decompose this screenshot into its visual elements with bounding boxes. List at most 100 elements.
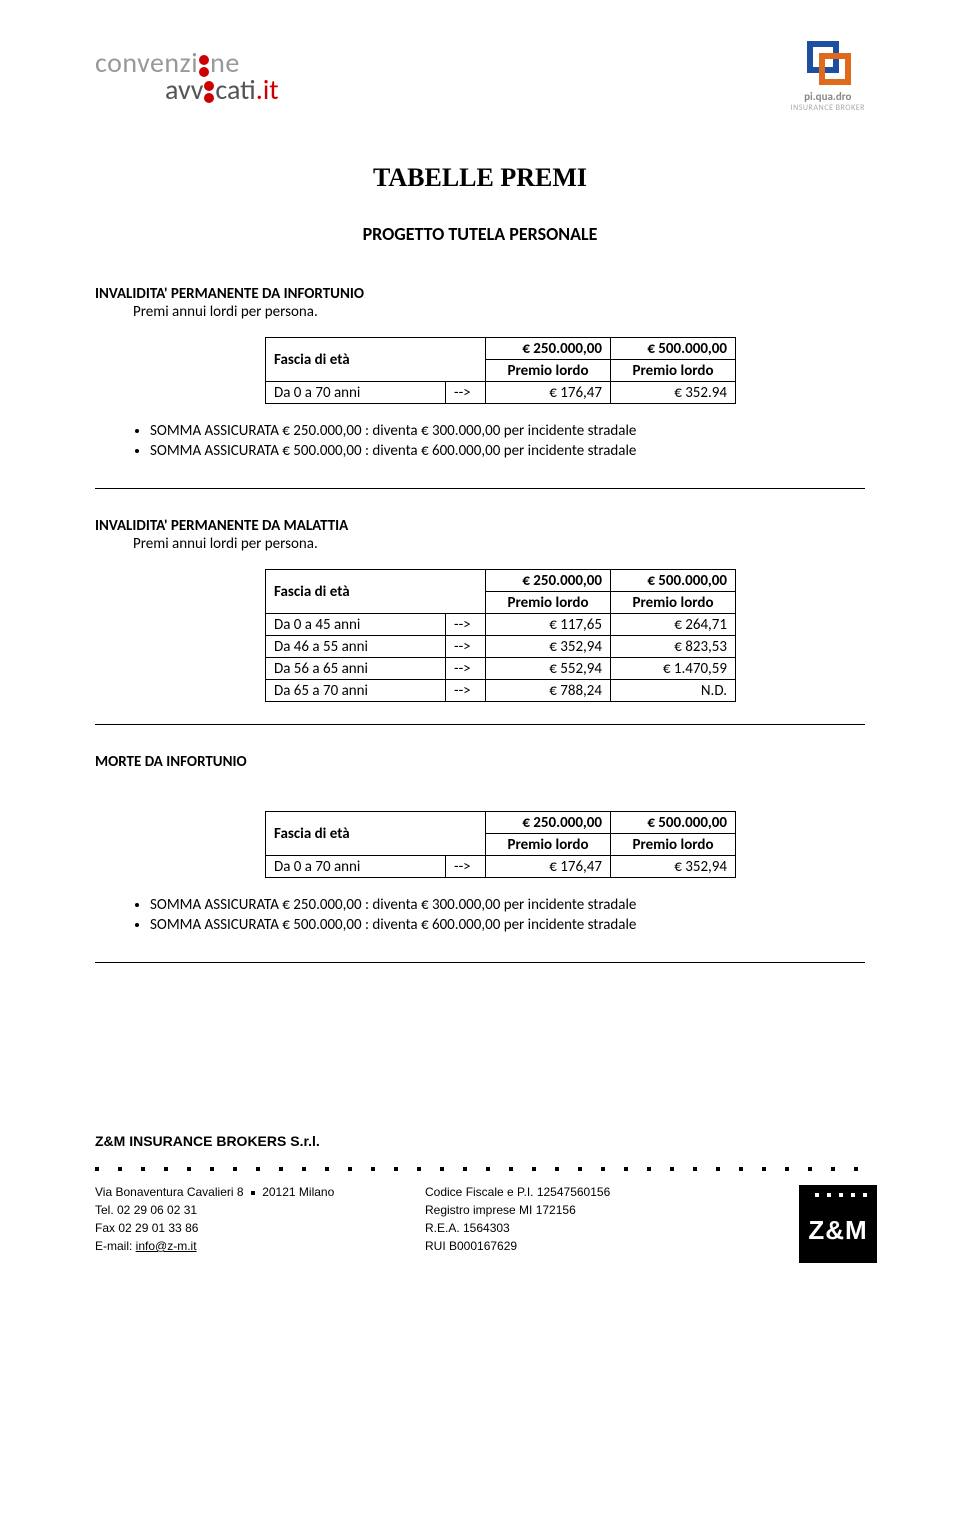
section-title: INVALIDITA' PERMANENTE DA INFORTUNIO [95, 285, 865, 303]
row-value: € 117,65 [486, 614, 611, 636]
bullet-item: SOMMA ASSICURATA € 500.000,00 : diventa … [150, 442, 865, 460]
table-header-premio: Premio lordo [611, 360, 736, 382]
row-value: € 352,94 [611, 856, 736, 878]
square-bullet-icon [601, 1167, 605, 1171]
square-bullet-icon [831, 1167, 835, 1171]
table-row: Da 65 a 70 anni-->€ 788,24N.D. [266, 680, 736, 702]
square-bullet-icon [417, 1167, 421, 1171]
footer-company: Z&M INSURANCE BROKERS S.r.l. [95, 1133, 865, 1149]
square-bullet-icon [141, 1167, 145, 1171]
square-bullet-icon [118, 1167, 122, 1171]
square-bullet-icon [440, 1167, 444, 1171]
table-header-amount: € 250.000,00 [486, 812, 611, 834]
zm-logo-box: Z&M [799, 1185, 877, 1263]
square-bullet-icon [693, 1167, 697, 1171]
table-header-fascia: Fascia di età [266, 338, 486, 382]
section-subtitle: Premi annui lordi per persona. [133, 535, 865, 553]
table-row: Da 0 a 70 anni-->€ 176,47€ 352,94 [266, 856, 736, 878]
logo-text: avv [165, 72, 203, 107]
row-value: € 176,47 [486, 382, 611, 404]
row-label: Da 56 a 65 anni [266, 658, 446, 680]
table-row: Da 46 a 55 anni-->€ 352,94€ 823,53 [266, 636, 736, 658]
piquadro-icon [800, 40, 856, 88]
square-bullet-icon [762, 1167, 766, 1171]
square-bullet-icon [325, 1167, 329, 1171]
row-value: N.D. [611, 680, 736, 702]
table-row: Da 0 a 45 anni-->€ 117,65€ 264,71 [266, 614, 736, 636]
logo-brand-text: pi.qua.dro [791, 90, 865, 103]
row-value: € 176,47 [486, 856, 611, 878]
table-header-premio: Premio lordo [486, 592, 611, 614]
section-title: INVALIDITA' PERMANENTE DA MALATTIA [95, 517, 865, 535]
square-bullet-icon [348, 1167, 352, 1171]
page-title: TABELLE PREMI [95, 163, 865, 193]
square-bullet-icon [785, 1167, 789, 1171]
premi-table: Fascia di età€ 250.000,00€ 500.000,00Pre… [265, 811, 736, 878]
footer-email-label: E-mail: [95, 1239, 136, 1253]
logo-ext: .it [256, 72, 279, 107]
row-arrow: --> [446, 856, 486, 878]
table-row: Da 56 a 65 anni-->€ 552,94€ 1.470,59 [266, 658, 736, 680]
table-header-fascia: Fascia di età [266, 570, 486, 614]
row-value: € 788,24 [486, 680, 611, 702]
square-bullet-icon [624, 1167, 628, 1171]
square-bullet-icon [486, 1167, 490, 1171]
row-label: Da 46 a 55 anni [266, 636, 446, 658]
square-bullet-icon [256, 1167, 260, 1171]
progetto-title: PROGETTO TUTELA PERSONALE [95, 223, 865, 245]
row-value: € 1.470,59 [611, 658, 736, 680]
separator [95, 724, 865, 725]
row-label: Da 0 a 70 anni [266, 382, 446, 404]
row-value: € 264,71 [611, 614, 736, 636]
square-bullet-icon [95, 1167, 99, 1171]
table-header-premio: Premio lordo [486, 360, 611, 382]
square-bullet-icon [463, 1167, 467, 1171]
section-subtitle: Premi annui lordi per persona. [133, 303, 865, 321]
logo-piquadro: pi.qua.dro INSURANCE BROKER [791, 40, 865, 113]
footer: Z&M INSURANCE BROKERS S.r.l. Via Bonaven… [95, 1133, 865, 1255]
row-value: € 552,94 [486, 658, 611, 680]
square-bullet-icon [233, 1167, 237, 1171]
bullet-item: SOMMA ASSICURATA € 250.000,00 : diventa … [150, 422, 865, 440]
footer-col1: Via Bonaventura Cavalieri 8 20121 Milano… [95, 1183, 425, 1255]
table-header-premio: Premio lordo [611, 834, 736, 856]
footer-email-link[interactable]: info@z-m.it [136, 1239, 197, 1253]
row-value: € 352.94 [611, 382, 736, 404]
row-label: Da 0 a 45 anni [266, 614, 446, 636]
square-bullet-icon [251, 1191, 255, 1195]
footer-address-post: 20121 Milano [259, 1185, 334, 1199]
logo-text: cati [215, 72, 255, 107]
row-arrow: --> [446, 680, 486, 702]
zm-dots [815, 1185, 877, 1197]
footer-dots [95, 1167, 865, 1171]
separator [95, 962, 865, 963]
table-header-amount: € 500.000,00 [611, 338, 736, 360]
footer-tel: Tel. 02 29 06 02 31 [95, 1201, 425, 1219]
square-bullet-icon [279, 1167, 283, 1171]
table-header-amount: € 500.000,00 [611, 570, 736, 592]
table-header-amount: € 250.000,00 [486, 570, 611, 592]
square-bullet-icon [808, 1167, 812, 1171]
square-bullet-icon [509, 1167, 513, 1171]
row-label: Da 65 a 70 anni [266, 680, 446, 702]
square-bullet-icon [532, 1167, 536, 1171]
bullet-item: SOMMA ASSICURATA € 500.000,00 : diventa … [150, 916, 865, 934]
section-title: MORTE DA INFORTUNIO [95, 753, 865, 771]
footer-address-pre: Via Bonaventura Cavalieri 8 [95, 1185, 247, 1199]
row-arrow: --> [446, 636, 486, 658]
square-bullet-icon [578, 1167, 582, 1171]
row-arrow: --> [446, 658, 486, 680]
table-header-amount: € 500.000,00 [611, 812, 736, 834]
table-header-premio: Premio lordo [611, 592, 736, 614]
row-value: € 352,94 [486, 636, 611, 658]
table-header-amount: € 250.000,00 [486, 338, 611, 360]
logo-convenzione: convenzine avvcati.it [95, 50, 279, 103]
square-bullet-icon [854, 1167, 858, 1171]
row-value: € 823,53 [611, 636, 736, 658]
row-arrow: --> [446, 614, 486, 636]
logo-sub-text: INSURANCE BROKER [791, 103, 865, 113]
square-bullet-icon [716, 1167, 720, 1171]
header: convenzine avvcati.it pi.qua.dro INSURAN… [95, 40, 865, 113]
logo-dot-icon [204, 81, 214, 103]
square-bullet-icon [302, 1167, 306, 1171]
